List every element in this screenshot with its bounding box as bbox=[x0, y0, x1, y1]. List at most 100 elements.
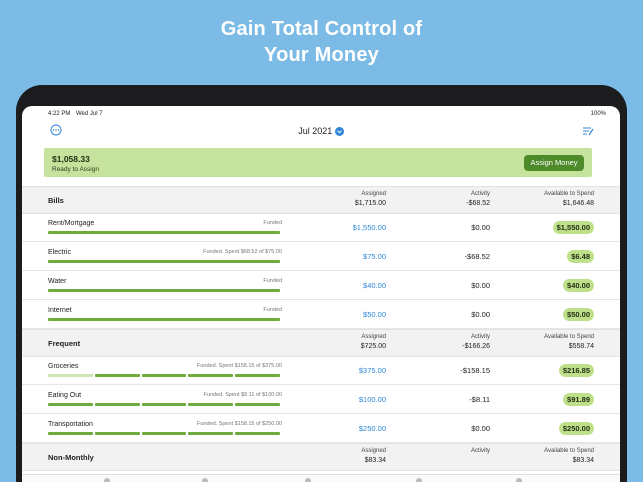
group-name: Non-Monthly bbox=[48, 453, 94, 462]
group-header[interactable]: Bills Assigned $1,715.00 Activity -$68.52 Ava… bbox=[22, 186, 620, 214]
available-cell: $6.48 bbox=[494, 242, 594, 270]
more-button[interactable] bbox=[50, 124, 62, 136]
progress-bar bbox=[48, 260, 282, 263]
group-available: $1,646.48 bbox=[562, 200, 594, 207]
column-header: Assigned bbox=[361, 191, 386, 197]
column-header: Activity bbox=[470, 191, 490, 197]
group-header[interactable]: Non-Monthly Assigned $83.34 Activity Availab… bbox=[22, 443, 620, 471]
status-time: 4:22 PM bbox=[48, 111, 71, 117]
category-row[interactable]: Groceries Funded. Spent $158.15 of $375.0… bbox=[22, 356, 620, 385]
category-available: $6.48 bbox=[567, 250, 594, 263]
category-activity: -$68.52 bbox=[464, 252, 490, 261]
category-status: Funded. Spent $8.11 of $100.00 bbox=[203, 392, 283, 398]
group-name: Bills bbox=[48, 196, 64, 205]
category-status: Funded. Spent $158.15 of $375.00 bbox=[196, 363, 282, 369]
category-assigned[interactable]: $100.00 bbox=[358, 395, 386, 404]
group-header[interactable]: Frequent Assigned $725.00 Activity -$166.26 A… bbox=[22, 329, 620, 357]
progress-bar bbox=[48, 432, 282, 435]
category-activity: -$158.15 bbox=[460, 366, 490, 375]
category-status: Funded bbox=[263, 278, 282, 284]
category-assigned[interactable]: $75.00 bbox=[363, 252, 386, 261]
category-row[interactable]: Eating Out Funded. Spent $8.11 of $100.00… bbox=[22, 385, 620, 414]
tab-bar bbox=[22, 474, 620, 482]
available-cell: $50.00 bbox=[494, 300, 594, 328]
progress-segment bbox=[141, 432, 187, 435]
group-activity: -$166.26 bbox=[462, 343, 490, 350]
category-assigned[interactable]: $250.00 bbox=[358, 424, 386, 433]
group-activity: -$68.52 bbox=[466, 200, 490, 207]
progress-segment bbox=[48, 432, 93, 435]
column-header: Assigned bbox=[361, 334, 386, 340]
category-activity: -$8.11 bbox=[469, 395, 490, 404]
month-selector[interactable]: Jul 2021 bbox=[22, 126, 620, 137]
column-header: Available to Spend bbox=[544, 448, 594, 454]
headline-line: Gain Total Control of bbox=[220, 18, 423, 40]
category-available: $91.89 bbox=[563, 393, 594, 406]
category-row[interactable]: Water Funded $40.00 $0.00 $40.00 bbox=[22, 271, 620, 300]
status-date: Wed Jul 7 bbox=[76, 111, 103, 117]
available-cell: $1,550.00 bbox=[494, 213, 594, 241]
progress-bar bbox=[48, 374, 282, 377]
category-available: $216.85 bbox=[558, 364, 594, 377]
progress-segment bbox=[188, 432, 234, 435]
progress-segment bbox=[141, 374, 187, 377]
group-assigned: $725.00 bbox=[360, 343, 386, 350]
category-assigned[interactable]: $375.00 bbox=[358, 366, 386, 375]
category-available: $1,550.00 bbox=[552, 221, 594, 234]
column-header: Available to Spend bbox=[544, 334, 594, 340]
available-cell: $91.89 bbox=[494, 385, 594, 413]
progress-segment bbox=[235, 432, 280, 435]
assign-money-button[interactable]: Assign Money bbox=[524, 155, 584, 171]
edit-button[interactable] bbox=[582, 126, 594, 136]
category-assigned[interactable]: $50.00 bbox=[363, 310, 386, 319]
tab-icon[interactable] bbox=[202, 478, 208, 482]
progress-bar bbox=[48, 318, 282, 321]
category-activity: $0.00 bbox=[471, 223, 490, 232]
column-header: Activity bbox=[470, 334, 490, 340]
progress-bar bbox=[48, 231, 282, 234]
category-name: Electric bbox=[48, 249, 71, 256]
category-row[interactable]: Rent/Mortgage Funded $1,550.00 $0.00 $1,550.… bbox=[22, 213, 620, 242]
progress-segment bbox=[94, 374, 140, 377]
column-header: Assigned bbox=[361, 448, 386, 454]
status-battery: 100% bbox=[590, 111, 606, 117]
category-name: Transportation bbox=[48, 421, 93, 428]
category-name: Groceries bbox=[48, 363, 79, 370]
category-row[interactable]: Internet Funded $50.00 $0.00 $50.00 bbox=[22, 300, 620, 329]
category-row[interactable]: Electric Funded. Spent $68.52 of $75.00 $7… bbox=[22, 242, 620, 271]
category-status: Funded bbox=[263, 307, 282, 313]
available-cell: $40.00 bbox=[494, 271, 594, 299]
progress-bar bbox=[48, 289, 282, 292]
category-available: $40.00 bbox=[563, 279, 594, 292]
category-status: Funded. Spent $158.15 of $250.00 bbox=[196, 421, 282, 427]
tab-icon[interactable] bbox=[305, 478, 311, 482]
category-assigned[interactable]: $40.00 bbox=[363, 281, 386, 290]
progress-segment bbox=[94, 403, 140, 406]
progress-segment bbox=[235, 403, 280, 406]
category-assigned[interactable]: $1,550.00 bbox=[352, 223, 386, 232]
ready-to-assign-banner: $1,058.33 Ready to Assign Assign Money bbox=[44, 148, 592, 177]
category-row[interactable]: Transportation Funded. Spent $158.15 of $… bbox=[22, 414, 620, 443]
category-name: Eating Out bbox=[48, 392, 82, 399]
progress-segment bbox=[141, 403, 187, 406]
group-available: $83.34 bbox=[572, 457, 594, 464]
category-available: $50.00 bbox=[563, 308, 594, 321]
progress-segment bbox=[235, 374, 280, 377]
category-name: Rent/Mortgage bbox=[48, 220, 95, 227]
group-name: Frequent bbox=[48, 339, 81, 348]
progress-segment bbox=[48, 260, 280, 263]
column-header: Available to Spend bbox=[544, 191, 594, 197]
category-activity: $0.00 bbox=[471, 281, 490, 290]
progress-segment bbox=[48, 374, 93, 377]
available-cell: $250.00 bbox=[494, 414, 594, 442]
progress-bar bbox=[48, 403, 282, 406]
progress-segment bbox=[94, 432, 140, 435]
category-name: Internet bbox=[48, 307, 72, 314]
group-assigned: $83.34 bbox=[364, 457, 386, 464]
available-cell: $216.85 bbox=[494, 356, 594, 384]
tab-icon[interactable] bbox=[104, 478, 110, 482]
category-available: $250.00 bbox=[558, 422, 594, 435]
progress-segment bbox=[188, 403, 234, 406]
tab-icon[interactable] bbox=[516, 478, 522, 482]
tab-icon[interactable] bbox=[416, 478, 422, 482]
